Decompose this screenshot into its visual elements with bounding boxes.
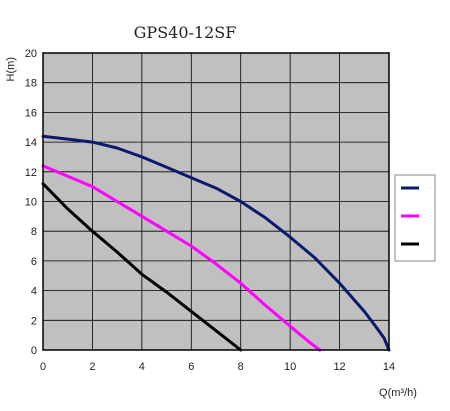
y-tick-label: 18 [25, 78, 37, 90]
x-tick-label: 4 [139, 361, 145, 373]
series-line-2 [41, 164, 322, 352]
legend-entries [401, 186, 419, 246]
y-tick-label: 14 [25, 137, 37, 149]
plot-frame [42, 52, 390, 351]
x-tick-label: 8 [238, 361, 244, 373]
chart-title: GPS40-12SF [134, 23, 237, 42]
y-tick-label: 4 [31, 286, 37, 298]
x-tick-label: 12 [333, 361, 345, 373]
y-tick-label: 10 [25, 197, 37, 209]
y-tick-label: 0 [31, 345, 37, 357]
y-tick-label: 2 [31, 315, 37, 327]
y-tick-label: 16 [25, 107, 37, 119]
y-tick-label: 6 [31, 256, 37, 268]
tick-labels: 0 2 4 6 8 10 12 14 0 2 4 6 8 10 12 14 16 18 20 [25, 48, 395, 373]
series-line-3 [41, 182, 243, 352]
y-tick-label: 12 [25, 167, 37, 179]
y-tick-label: 20 [25, 48, 37, 60]
x-axis-label: Q(m³/h) [379, 387, 417, 399]
series-line-1 [41, 134, 391, 352]
x-tick-label: 0 [40, 361, 46, 373]
y-tick-label: 8 [31, 226, 37, 238]
x-tick-label: 2 [89, 361, 95, 373]
y-axis-label: H(m) [5, 57, 17, 81]
x-tick-label: 6 [188, 361, 194, 373]
x-tick-label: 14 [383, 361, 395, 373]
x-tick-label: 10 [284, 361, 296, 373]
series-layer [41, 134, 391, 352]
